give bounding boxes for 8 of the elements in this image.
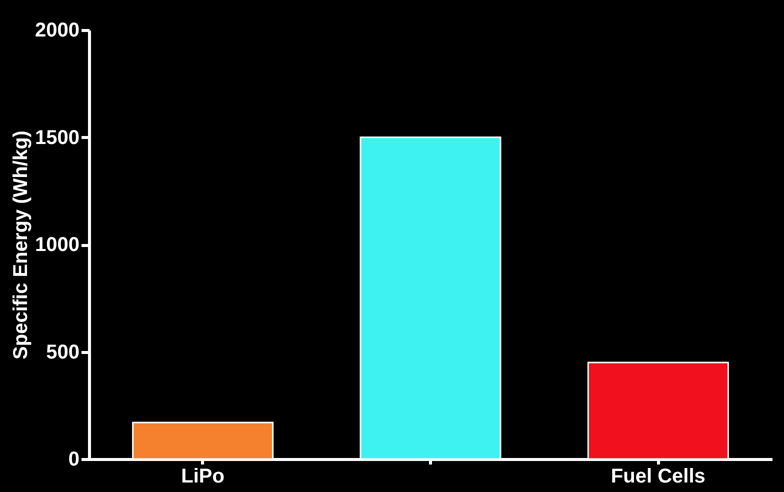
y-tick-label: 2000 [35,20,80,42]
x-tick-label: Fuel Cells [610,466,706,488]
y-axis-title: Specific Energy (Wh/kg) [10,130,32,360]
y-tick-label: 1500 [35,126,80,149]
y-tick-label: 0 [68,448,80,470]
x-tick-label: LiPo [181,466,225,488]
y-tick-label: 1000 [35,234,80,256]
y-tick-label: 500 [46,341,80,364]
